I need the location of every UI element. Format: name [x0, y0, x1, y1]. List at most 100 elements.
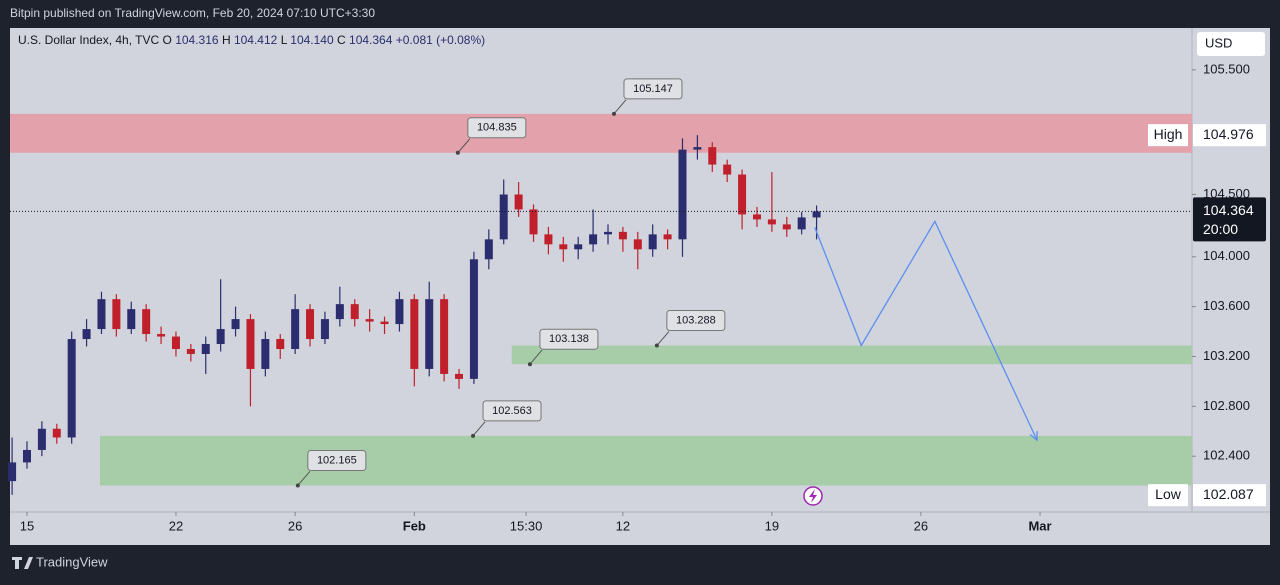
candle-body: [618, 231, 627, 240]
last-price-box: [1193, 197, 1266, 242]
callout-box: [482, 400, 542, 422]
candle-body: [738, 174, 747, 215]
candle-body: [574, 244, 583, 250]
candle-body: [216, 329, 225, 345]
candle-body: [484, 239, 493, 260]
callout-leader: [613, 99, 627, 115]
callout-box: [467, 117, 527, 139]
ohlc-label: C: [337, 33, 346, 47]
x-tick-label: 19: [765, 518, 779, 533]
callout-anchor: [295, 483, 300, 488]
candle-body: [171, 336, 180, 350]
brand-logo: [12, 557, 33, 569]
callout-leader: [472, 421, 486, 437]
candle-body: [8, 462, 17, 482]
ohlc-label: L: [281, 33, 288, 47]
callout: 104.835: [455, 117, 527, 155]
currency-box: [1197, 32, 1265, 56]
candle-body: [782, 224, 791, 230]
event-icon: [809, 489, 817, 503]
candle-body: [380, 321, 389, 325]
x-tick-label: 26: [288, 518, 302, 533]
candle-body: [52, 428, 61, 438]
callout-leader: [529, 349, 543, 365]
callout: 103.138: [527, 328, 599, 367]
y-tick-label: 103.600: [1203, 298, 1250, 313]
x-tick-label: 22: [169, 518, 183, 533]
candle-body: [708, 147, 717, 165]
x-tick-label: 15:30: [510, 518, 543, 533]
callout-anchor: [471, 433, 476, 438]
projection-path: [814, 220, 1038, 441]
legend-header: U.S. Dollar Index, 4h, TVC O 104.316 H 1…: [18, 33, 485, 47]
low-value-box: [1193, 484, 1266, 507]
change: +0.081 (+0.08%): [396, 33, 485, 47]
axes: 105.500 104.500 104.000 103.600 103.200 102.8…: [20, 61, 1266, 533]
y-tick-label: 105.500: [1203, 61, 1250, 76]
y-tick-label: 104.000: [1203, 248, 1250, 263]
candle-body: [589, 234, 598, 245]
callout-leader: [457, 138, 471, 154]
callout: 105.147: [611, 78, 683, 116]
candle-body: [246, 319, 255, 369]
candle-body: [633, 239, 642, 250]
callout-label: 103.138: [549, 333, 589, 345]
candle-body: [514, 194, 523, 210]
candle-body: [365, 319, 374, 322]
publisher-line: Bitpin published on TradingView.com, Feb…: [10, 6, 375, 20]
low-label-box: [1148, 484, 1188, 507]
candle-body: [604, 231, 613, 235]
y-tick-label: 103.200: [1203, 348, 1250, 363]
candle-body: [648, 234, 657, 250]
last-price: 104.364: [1203, 202, 1254, 218]
callout-box: [539, 328, 599, 350]
candle-body: [127, 309, 136, 330]
candle-body: [261, 339, 270, 369]
candle-body: [529, 209, 538, 235]
high-label-box: [1148, 124, 1188, 147]
ohlc-label: H: [222, 33, 231, 47]
ohlc-value: 104.316: [175, 33, 219, 47]
candle-body: [67, 339, 76, 438]
callout: 102.563: [471, 400, 542, 438]
high-value: 104.976: [1203, 126, 1254, 142]
candle-body: [37, 428, 46, 450]
candle-body: [469, 259, 478, 379]
candle-body: [276, 339, 285, 350]
footer-brand: TradingView: [36, 554, 108, 569]
x-tick-label: 12: [616, 518, 630, 533]
candle-body: [425, 299, 434, 369]
projection-arrowhead: [1029, 431, 1038, 442]
callout-box: [666, 310, 726, 332]
candle-body: [499, 194, 508, 240]
callout-anchor: [455, 150, 460, 155]
x-tick-label: 26: [914, 518, 928, 533]
candle-body: [186, 349, 195, 354]
x-tick-label: Mar: [1028, 518, 1051, 533]
candle-body: [231, 319, 240, 330]
high-label: High: [1154, 126, 1183, 142]
callout-leader: [656, 331, 670, 346]
candle-body: [97, 299, 106, 330]
candle-body: [559, 244, 568, 250]
candle-body: [723, 164, 732, 175]
zone: [10, 113, 1192, 153]
candle-body: [320, 319, 329, 340]
ohlc-value: 104.364: [349, 33, 393, 47]
zone: [99, 435, 1192, 486]
candle-body: [440, 299, 449, 374]
candle-body: [693, 147, 702, 150]
candle-body: [157, 334, 166, 337]
candle-body: [752, 214, 761, 220]
callout-anchor: [654, 343, 659, 348]
candle-body: [335, 304, 344, 320]
ohlc-label: O: [163, 33, 172, 47]
callout-anchor: [527, 362, 532, 367]
plot-area: 104.835 105.147 103.138 103.288 102.165 102.5…: [8, 78, 1192, 495]
candle-body: [663, 234, 672, 240]
callout-leader: [297, 471, 311, 486]
candle-body: [201, 344, 210, 354]
countdown: 20:00: [1203, 221, 1238, 237]
y-tick-label: 102.800: [1203, 398, 1250, 413]
